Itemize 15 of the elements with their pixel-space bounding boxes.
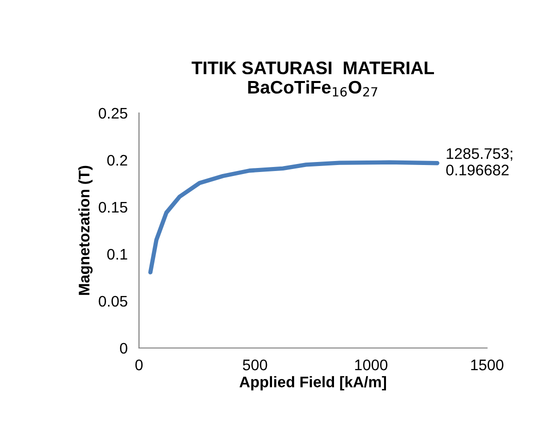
line-series <box>148 160 440 274</box>
y-tick-label: 0.2 <box>107 154 128 166</box>
y-tick-label: 0.15 <box>98 202 128 213</box>
y-tick-label: 0.05 <box>98 296 128 307</box>
y-tick-label: 0.1 <box>107 248 128 260</box>
x-tick-label: 1500 <box>471 360 504 370</box>
x-axis-title: Applied Field [kA/m] <box>240 376 386 390</box>
chart-title: TITIK SATURASI MATERIAL BaCoTiFe$_{16}$O$_{27}$ <box>192 62 434 97</box>
y-tick-label: 0 <box>120 342 128 354</box>
y-tick-label: 0.25 <box>98 108 128 119</box>
x-tick-label: 0 <box>135 360 143 370</box>
x-tick-label: 1000 <box>355 360 388 370</box>
x-tick-label: 500 <box>242 360 268 370</box>
y-axis-title: Magnetozation (T) <box>78 166 93 295</box>
annotation: 1285.753; 0.196682 <box>446 148 512 176</box>
